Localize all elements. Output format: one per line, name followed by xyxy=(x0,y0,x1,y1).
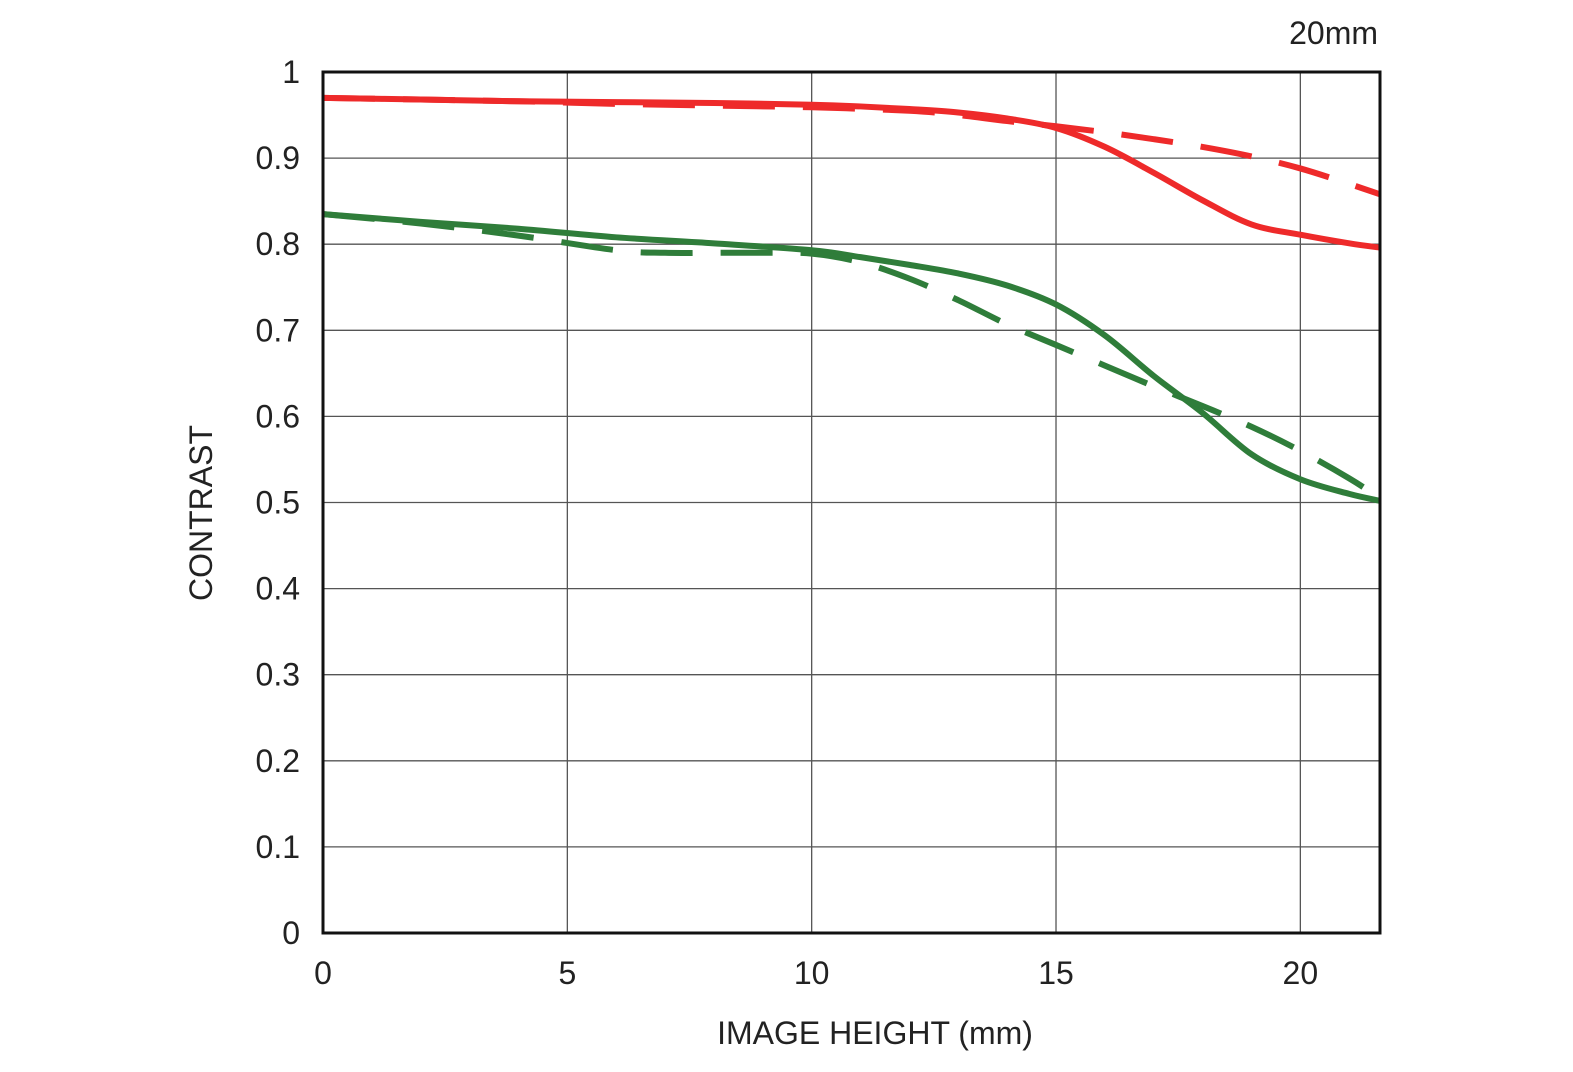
y-tick-label: 1 xyxy=(282,54,300,90)
y-tick-label: 0.6 xyxy=(256,398,300,434)
y-tick-label: 0.4 xyxy=(256,571,300,607)
y-tick-label: 0 xyxy=(282,915,300,951)
y-tick-label: 0.5 xyxy=(256,485,300,521)
x-tick-label: 5 xyxy=(558,955,576,991)
y-tick-label: 0.8 xyxy=(256,226,300,262)
y-tick-labels: 0 0.1 0.2 0.3 0.4 0.5 0.6 0.7 0.8 0.9 1 xyxy=(256,54,300,951)
x-tick-labels: 0 5 10 15 20 xyxy=(314,955,1318,991)
y-tick-label: 0.7 xyxy=(256,312,300,348)
x-tick-label: 15 xyxy=(1038,955,1074,991)
x-tick-label: 10 xyxy=(794,955,830,991)
red-dashed-series-line xyxy=(323,94,1380,198)
y-tick-label: 0.3 xyxy=(256,657,300,693)
y-tick-label: 0.2 xyxy=(256,743,300,779)
x-tick-label: 20 xyxy=(1283,955,1319,991)
grid-layer xyxy=(323,72,1380,933)
plot-frame xyxy=(321,70,1382,935)
y-tick-label: 0.9 xyxy=(256,140,300,176)
series-layer xyxy=(323,94,1380,504)
y-axis-title: CONTRAST xyxy=(183,425,219,601)
green-solid-series-line xyxy=(323,211,1380,504)
frame-layer xyxy=(321,70,1382,935)
focal-length-label: 20mm xyxy=(1289,15,1378,51)
green-dashed-series-line xyxy=(323,211,1380,501)
y-tick-label: 0.1 xyxy=(256,829,300,865)
x-tick-label: 0 xyxy=(314,955,332,991)
x-axis-title: IMAGE HEIGHT (mm) xyxy=(717,1015,1033,1051)
